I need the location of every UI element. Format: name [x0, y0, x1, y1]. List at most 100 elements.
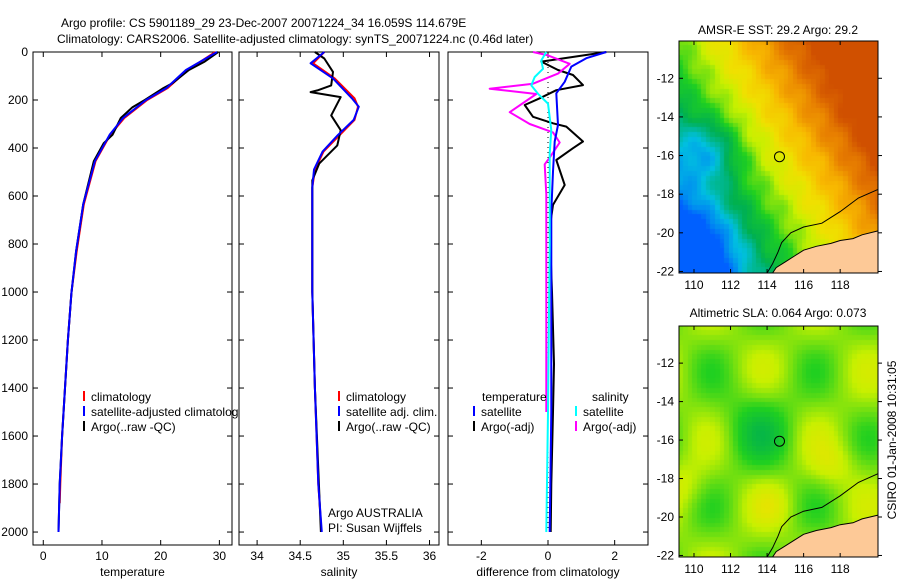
lat-tick-label: -22 [657, 548, 675, 562]
y-tick-label: 0 [21, 45, 28, 59]
sst-map: 110 112 114 116 118 -12 -14 -16 -18 -20 -22 [657, 40, 882, 292]
y-tick-label: 800 [8, 237, 28, 251]
lat-tick-label: -18 [657, 187, 675, 201]
bathymetry-contour [766, 188, 879, 274]
legend-label-climatology: climatology [91, 390, 151, 404]
lat-tick-label: -22 [657, 264, 675, 278]
difference-panel: -2 0 2 difference from climatology [447, 51, 649, 579]
difference-legend: temperature salinity satellite Argo(-adj… [473, 390, 636, 434]
y-tick-label: 1400 [1, 381, 28, 395]
legend-label-argo: Argo(..raw -QC) [346, 420, 431, 434]
land-mass [771, 514, 879, 558]
legend-swatch-sal-argo [575, 421, 577, 431]
series-line-temperature-satellite [548, 51, 607, 533]
x-tick-label: 34 [250, 549, 264, 563]
legend-group-salinity: salinity [592, 390, 629, 404]
lat-tick-label: -16 [657, 149, 675, 163]
x-axis-label: temperature [100, 565, 165, 579]
y-tick-label: 2000 [1, 525, 28, 539]
legend-group-temperature: temperature [482, 390, 547, 404]
lon-tick-label: 112 [721, 278, 740, 292]
lat-tick-label: -14 [657, 395, 675, 409]
lon-tick-label: 118 [831, 562, 850, 576]
lat-tick-label: -12 [657, 356, 675, 370]
legend-swatch-temp-satellite [473, 406, 475, 416]
series-line-salinity-argo-adj- [488, 51, 571, 412]
legend-label-argo: Argo(..raw -QC) [91, 420, 176, 434]
y-tick-label: 1200 [1, 333, 28, 347]
map-frame [678, 325, 879, 558]
lon-tick-label: 110 [684, 562, 703, 576]
x-tick-label: 35 [337, 549, 351, 563]
lon-tick-label: 110 [684, 278, 703, 292]
bathymetry-contour [766, 473, 879, 558]
lon-tick-label: 112 [721, 562, 740, 576]
x-tick-label: 30 [213, 549, 227, 563]
sst-map-title: AMSR-E SST: 29.2 Argo: 29.2 [698, 23, 858, 37]
y-tick-label: 1000 [1, 285, 28, 299]
temperature-panel: 0 10 20 30 0 200 400 600 800 1000 1200 1400 1600 1800… [1, 45, 233, 579]
series-line-satellite-adj-clim- [309, 51, 360, 533]
legend-swatch-argo [83, 421, 85, 431]
y-tick-label: 600 [8, 189, 28, 203]
lon-tick-label: 114 [758, 562, 777, 576]
annotation-argo-australia: Argo AUSTRALIA [328, 506, 423, 520]
x-tick-label: -2 [476, 549, 487, 563]
figure-title-line1: Argo profile: CS 5901189_29 23-Dec-2007 … [61, 16, 466, 30]
lon-tick-label: 118 [831, 278, 850, 292]
lat-tick-label: -20 [657, 226, 675, 240]
x-tick-label: 0 [545, 549, 552, 563]
legend-label-satellite-adjusted: satellite-adjusted climatology [91, 405, 244, 419]
argo-location-marker [773, 151, 785, 163]
salinity-legend: climatology satellite adj. clim. Argo(..… [328, 390, 437, 535]
series-line-temperature-argo-adj- [523, 51, 607, 533]
map-frame [678, 40, 879, 274]
lon-tick-label: 114 [758, 278, 777, 292]
legend-label-satellite-adj: satellite adj. clim. [346, 405, 437, 419]
legend-label-temp-satellite: satellite [481, 405, 522, 419]
y-tick-label: 1600 [1, 429, 28, 443]
x-axis-label: difference from climatology [476, 565, 619, 579]
temperature-legend: climatology satellite-adjusted climatolo… [83, 390, 244, 434]
x-tick-label: 35.5 [375, 549, 399, 563]
series-line-salinity-satellite [530, 51, 553, 533]
legend-label-climatology: climatology [346, 390, 406, 404]
legend-label-sal-satellite: satellite [583, 405, 624, 419]
y-tick-label: 1800 [1, 477, 28, 491]
legend-swatch-sal-satellite [575, 406, 577, 416]
figure-title-line2: Climatology: CARS2006. Satellite-adjuste… [57, 32, 533, 46]
x-axis-label: salinity [321, 565, 358, 579]
sla-map: 110 112 114 116 118 -12 -14 -16 -18 -20 -22 [657, 325, 882, 576]
legend-swatch-temp-argo [473, 421, 475, 431]
x-tick-label: 36 [423, 549, 437, 563]
legend-swatch-argo [338, 421, 340, 431]
lon-tick-label: 116 [794, 562, 813, 576]
lat-tick-label: -12 [657, 71, 675, 85]
csiro-timestamp: CSIRO 01-Jan-2008 10:31:05 [885, 360, 899, 519]
y-tick-label: 200 [8, 93, 28, 107]
y-tick-label: 400 [8, 141, 28, 155]
x-tick-label: 10 [95, 549, 109, 563]
lat-tick-label: -20 [657, 510, 675, 524]
lat-tick-label: -18 [657, 472, 675, 486]
lat-tick-label: -16 [657, 433, 675, 447]
sla-map-title: Altimetric SLA: 0.064 Argo: 0.073 [690, 306, 867, 320]
land-mass [771, 230, 879, 274]
sla-map-field [679, 326, 878, 557]
annotation-pi: PI: Susan Wijffels [328, 521, 422, 535]
lat-tick-label: -14 [657, 110, 675, 124]
legend-swatch-climatology [338, 391, 340, 401]
legend-label-temp-argo: Argo(-adj) [481, 420, 534, 434]
series-line-satellite-adjusted-climatology [57, 51, 218, 533]
x-tick-label: 2 [611, 549, 618, 563]
panel-frame [32, 51, 233, 546]
legend-label-sal-argo: Argo(-adj) [583, 420, 636, 434]
sst-map-field [679, 41, 878, 273]
legend-swatch-satellite-adjusted [83, 406, 85, 416]
x-tick-label: 34.5 [289, 549, 313, 563]
x-tick-label: 0 [40, 549, 47, 563]
legend-swatch-climatology [83, 391, 85, 401]
legend-swatch-satellite-adj [338, 406, 340, 416]
